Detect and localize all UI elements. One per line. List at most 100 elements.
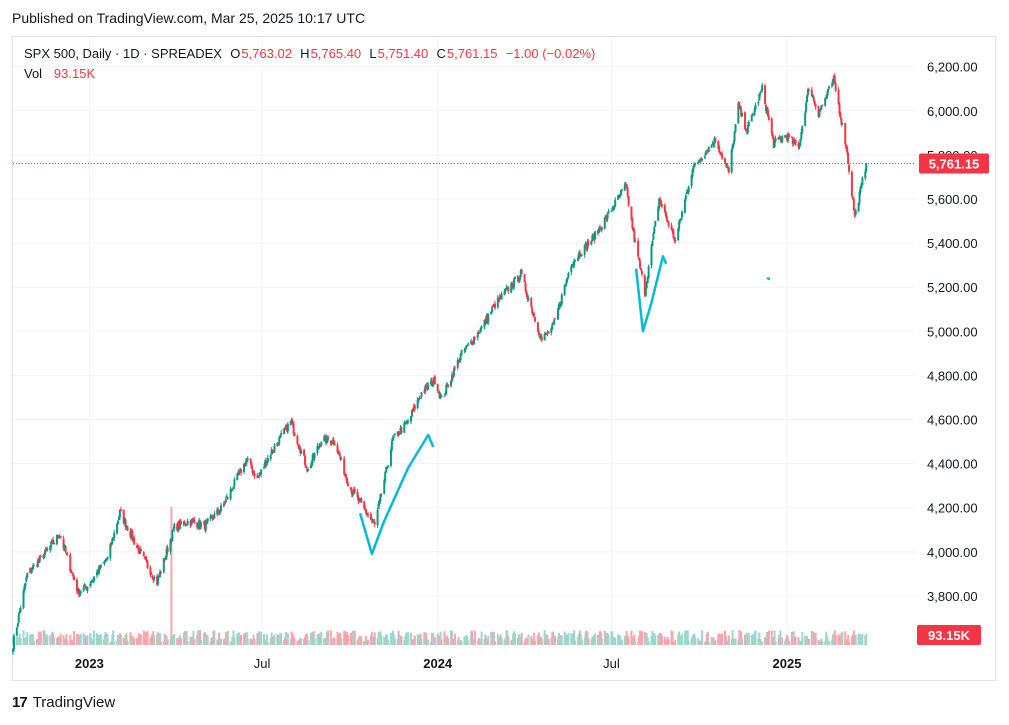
volume-bar — [527, 634, 530, 645]
candle-body — [219, 510, 222, 513]
candle-body — [440, 395, 443, 397]
volume-label[interactable]: Vol — [24, 66, 43, 81]
volume-bar — [200, 639, 203, 645]
candle-body — [766, 109, 769, 117]
candle-body — [798, 145, 801, 148]
volume-bar — [420, 638, 423, 645]
candle-body — [781, 136, 784, 142]
candle-body — [443, 395, 446, 397]
y-tick-label: 4,600.00 — [927, 413, 978, 428]
candle-body — [831, 79, 834, 86]
volume-bar — [560, 635, 563, 645]
candle-body — [320, 441, 323, 446]
candle-body — [44, 549, 47, 553]
candle-body — [356, 491, 359, 498]
candle-body — [460, 350, 463, 356]
y-tick-label: 6,000.00 — [927, 104, 978, 119]
candle-body — [419, 397, 422, 399]
volume-bar — [26, 632, 29, 645]
volume-bar — [751, 634, 754, 645]
tradingview-footer[interactable]: 17 TradingView — [12, 694, 115, 711]
candle-body — [31, 569, 34, 571]
candle-body — [75, 579, 78, 592]
candle-body — [371, 520, 374, 522]
candle-body — [263, 466, 266, 469]
candle-body — [105, 559, 108, 561]
volume-bar — [647, 641, 650, 645]
volume-bar — [761, 641, 764, 645]
volume-bar — [39, 631, 42, 645]
candle-body — [373, 521, 376, 525]
candle-body — [15, 627, 18, 636]
candle-body — [346, 478, 349, 484]
candle-body — [12, 636, 15, 650]
candle-body — [606, 212, 609, 219]
volume-bar — [29, 634, 32, 645]
symbol-title[interactable]: SPX 500, Daily · 1D · SPREADEX — [24, 46, 222, 61]
candle-body — [721, 154, 724, 159]
candle-body — [242, 463, 245, 472]
candle-body — [136, 545, 139, 548]
volume-legend: Vol 93.15K — [24, 66, 96, 81]
candle-body — [256, 475, 259, 478]
candle-body — [646, 277, 649, 284]
volume-bar — [93, 630, 96, 645]
candle-body — [90, 581, 93, 583]
volume-bar — [153, 635, 156, 645]
volume-bar — [573, 630, 576, 645]
volume-bar — [654, 635, 657, 645]
volume-bar — [380, 635, 383, 645]
y-tick-label: 4,400.00 — [927, 457, 978, 472]
candle-body — [103, 561, 106, 564]
candle-body — [292, 423, 295, 434]
candle-body — [250, 463, 253, 469]
y-tick-label: 6,200.00 — [927, 60, 978, 75]
candle-body — [785, 135, 788, 137]
volume-bar — [841, 631, 844, 645]
candle-body — [740, 108, 743, 117]
volume-bar — [579, 634, 582, 645]
volume-bar — [142, 630, 145, 645]
volume-bar — [767, 630, 770, 645]
candle-body — [444, 393, 447, 396]
candle-body — [630, 206, 633, 220]
candle-body — [296, 435, 299, 445]
volume-bar — [844, 631, 847, 645]
candle-body — [236, 473, 239, 481]
candle-body — [747, 122, 750, 127]
volume-bar — [828, 641, 831, 645]
candle-body — [600, 227, 603, 230]
volume-bar — [220, 638, 223, 645]
candle-body — [820, 105, 823, 110]
volume-bar — [594, 633, 597, 645]
candle-body — [24, 582, 27, 587]
candle-body — [446, 384, 449, 386]
candle-body — [791, 137, 794, 144]
volume-bar — [263, 634, 266, 645]
candle-body — [594, 231, 597, 240]
candle-body — [804, 112, 807, 126]
candle-body — [799, 139, 802, 146]
volume-bar — [166, 639, 169, 645]
candle-body — [571, 265, 574, 267]
candle-body — [574, 259, 577, 261]
candle-body — [865, 163, 868, 172]
candle-body — [500, 293, 503, 300]
candle-body — [623, 184, 626, 191]
candle-body — [112, 539, 115, 541]
candle-body — [845, 145, 848, 149]
candle-body — [138, 548, 141, 555]
candle-body — [303, 450, 306, 456]
candle-body — [278, 437, 281, 445]
candle-body — [179, 521, 182, 524]
volume-bar — [707, 641, 710, 645]
volume-bar — [409, 632, 412, 645]
candle-body — [289, 420, 292, 426]
candle-body — [530, 298, 533, 307]
volume-bar — [694, 637, 697, 645]
candle-body — [852, 199, 855, 211]
volume-bar — [865, 633, 868, 645]
volume-bar — [463, 636, 466, 645]
candle-body — [680, 218, 683, 220]
